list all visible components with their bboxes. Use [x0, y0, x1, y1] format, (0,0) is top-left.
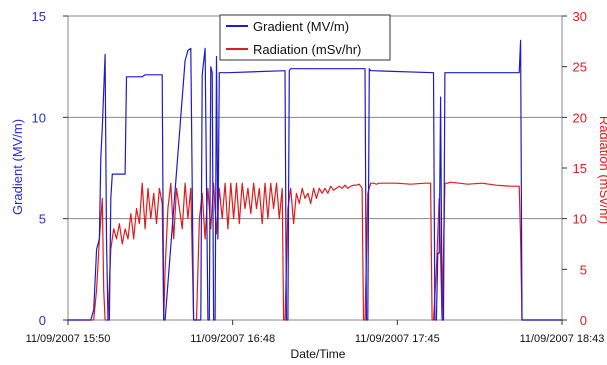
x-axis-title: Date/Time: [291, 347, 346, 361]
x-tick-label-3: 11/09/2007 18:43: [520, 333, 605, 345]
right-tick-label-0: 0: [580, 313, 587, 328]
right-tick-label-5: 25: [573, 60, 587, 75]
legend-box: [219, 14, 391, 61]
left-tick-label-0: 0: [39, 313, 46, 328]
series-line-radiation: [68, 181, 562, 321]
right-tick-label-6: 30: [573, 9, 587, 24]
x-tick-label-0: 11/09/2007 15:50: [26, 333, 111, 345]
left-axis-title: Gradient (MV/m): [10, 119, 25, 215]
series-layer: [68, 39, 562, 321]
x-tick-label-1: 11/09/2007 16:48: [190, 333, 275, 345]
legend-label-radiation: Radiation (mSv/hr): [253, 42, 361, 57]
left-tick-label-2: 10: [32, 110, 46, 125]
x-axis-ticks: 11/09/2007 15:50 11/09/2007 16:48 11/09/20…: [26, 320, 605, 345]
left-tick-label-1: 5: [39, 212, 46, 227]
right-axis-title: Radiation (mSv/hr): [597, 116, 607, 224]
left-axis-ticks: 0 5 10 15: [32, 9, 68, 328]
left-tick-label-3: 15: [32, 9, 46, 24]
right-tick-label-4: 20: [573, 110, 587, 125]
right-tick-label-2: 10: [573, 212, 587, 227]
x-tick-label-2: 11/09/2007 17:45: [355, 333, 440, 345]
right-axis-ticks: 0 5 10 15 20 25 30: [562, 9, 587, 328]
right-tick-label-3: 15: [573, 161, 587, 176]
legend: Gradient (MV/m) Radiation (mSv/hr): [219, 14, 391, 61]
legend-label-gradient: Gradient (MV/m): [253, 19, 349, 34]
right-tick-label-1: 5: [580, 262, 587, 277]
series-line-gradient: [68, 39, 562, 321]
